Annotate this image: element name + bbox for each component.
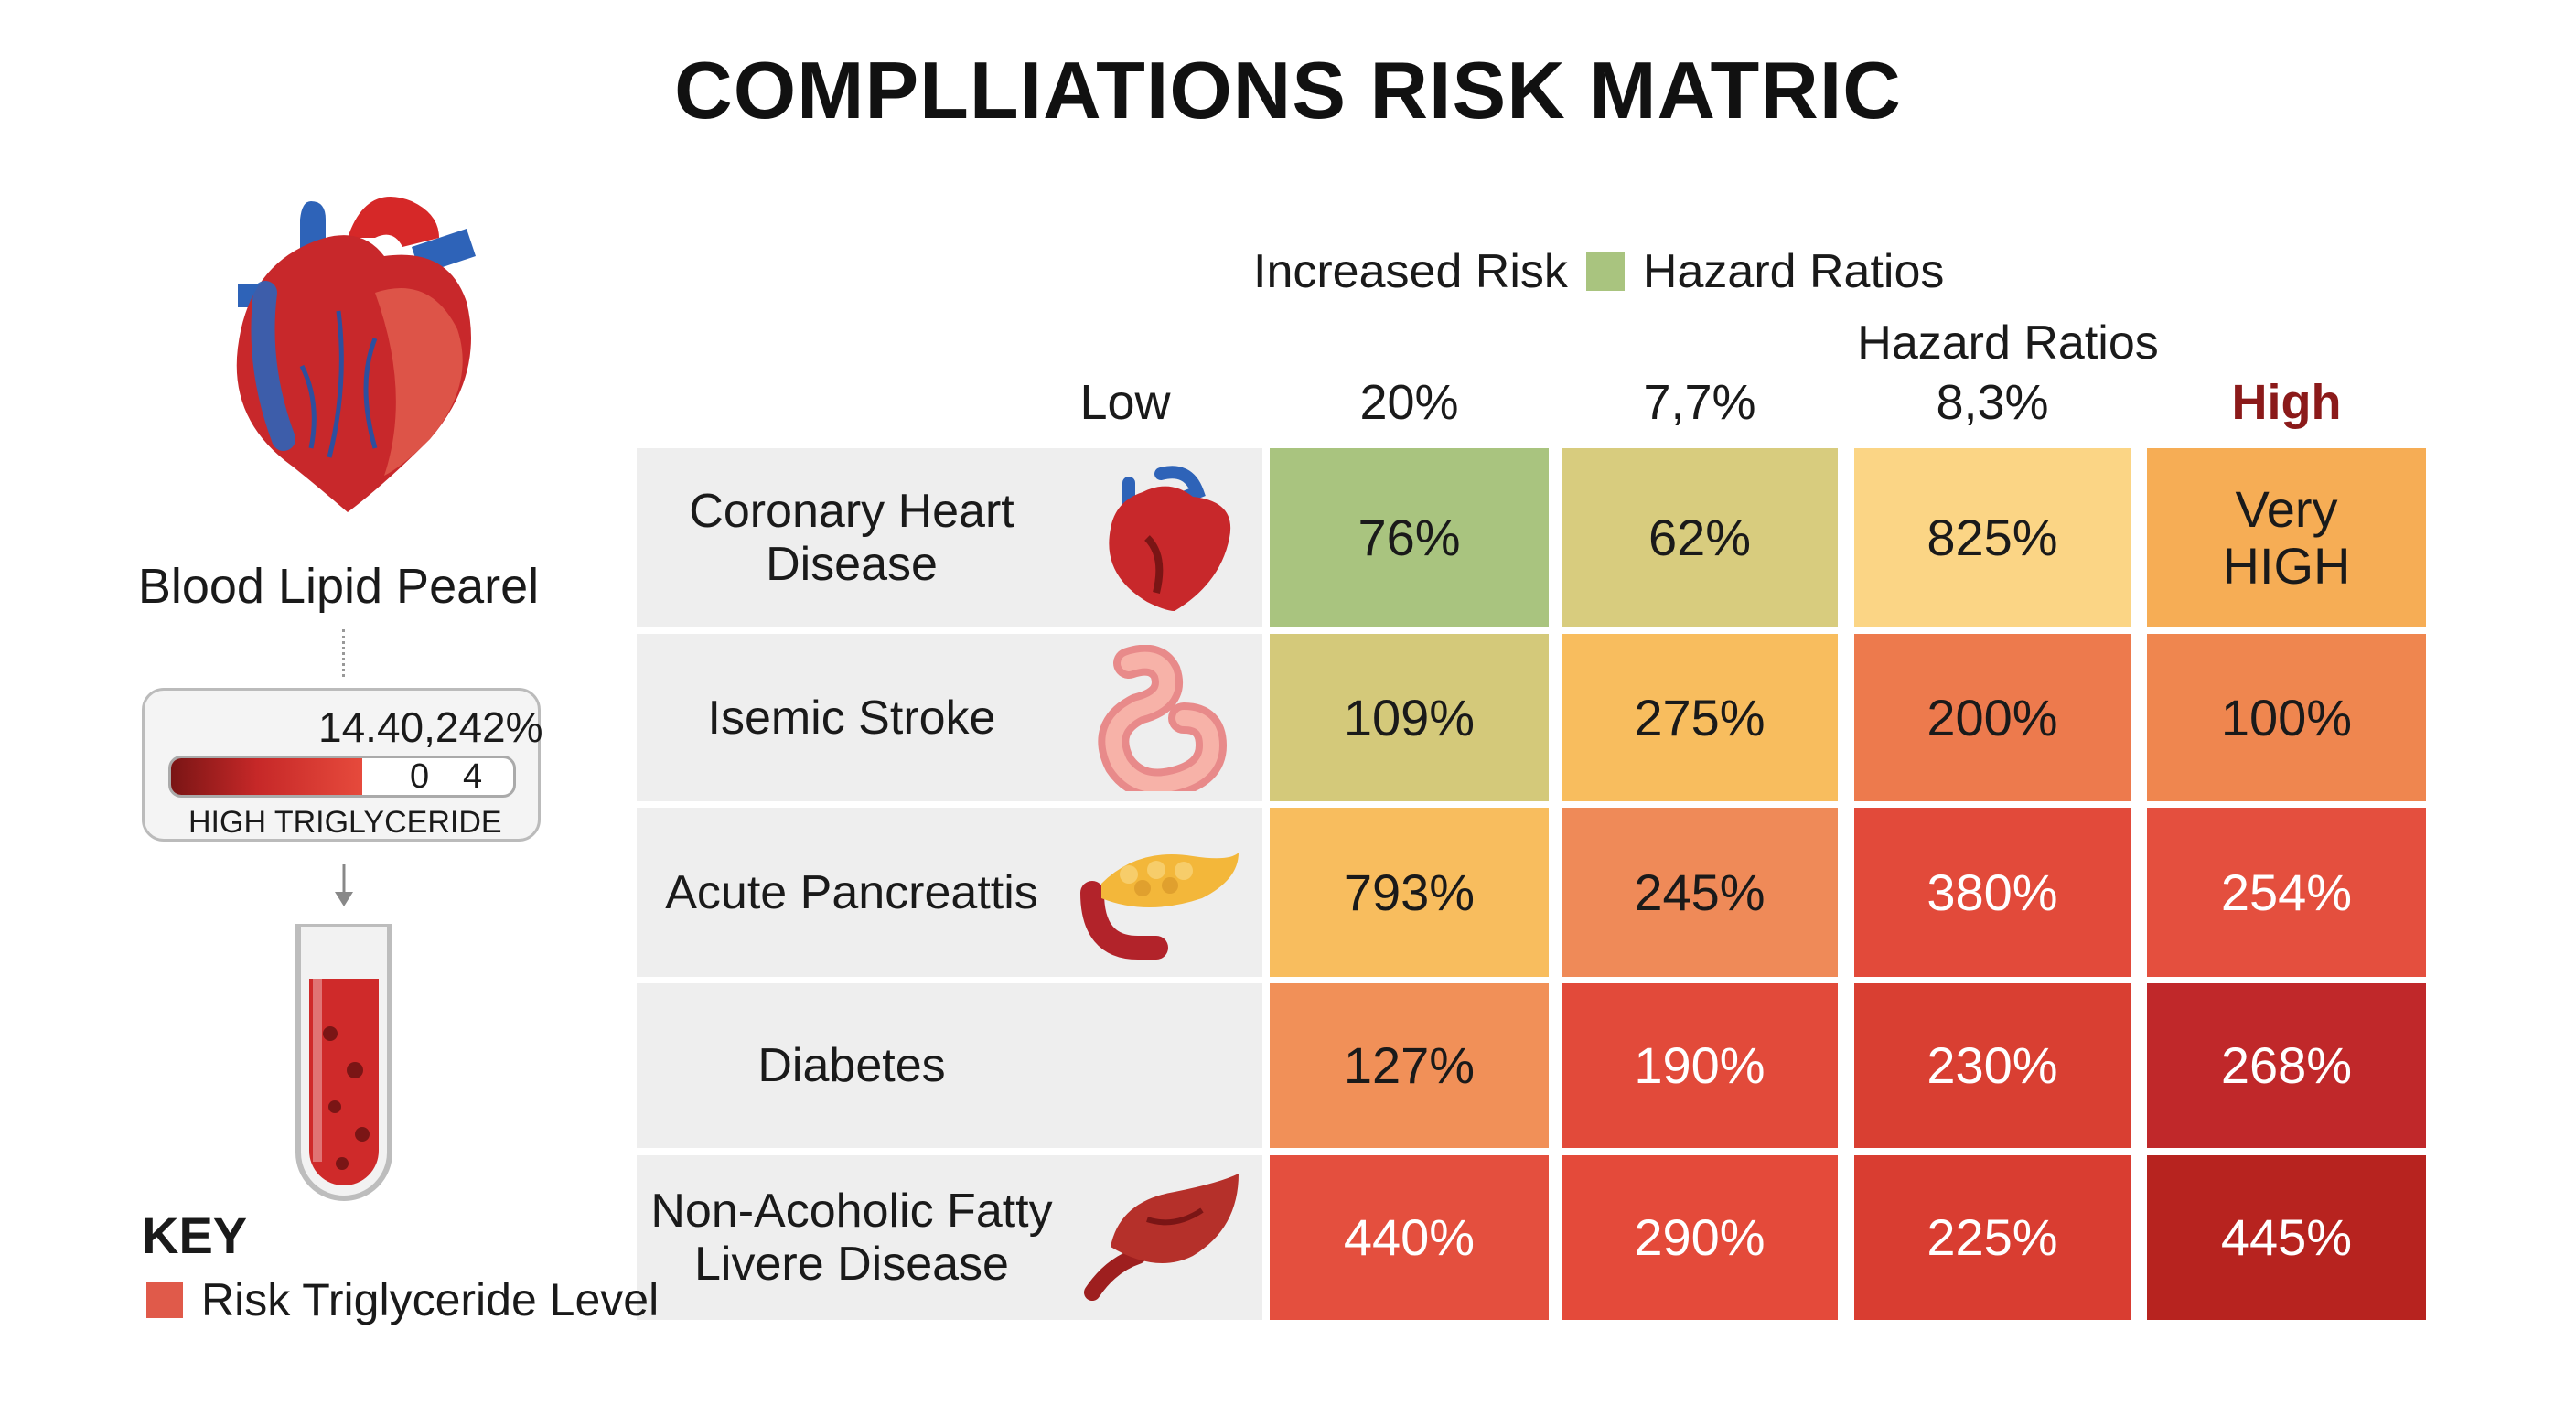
matrix-cell: 200% (1854, 634, 2131, 801)
matrix-cell: 825% (1854, 448, 2131, 627)
matrix-cell: 254% (2147, 808, 2426, 977)
matrix-cell: 380% (1854, 808, 2131, 977)
row-label: Diabetes (637, 983, 1262, 1148)
row-label-text: Acute Pancreattis (665, 865, 1038, 919)
row-label-text: Coronary Heart Disease (689, 484, 1014, 591)
triglyceride-bar-max: 4 (463, 757, 483, 796)
matrix-cell: 440% (1270, 1155, 1549, 1320)
key-title: KEY (142, 1207, 248, 1264)
row-label: Non-Acoholic Fatty Livere Disease (637, 1155, 1262, 1320)
triglyceride-bar-min: 0 (410, 757, 430, 796)
hazard-group-label: Hazard Ratios (1857, 316, 2159, 370)
matrix-cell: 268% (2147, 983, 2426, 1148)
column-header: High (2231, 375, 2342, 430)
column-header: Low (1079, 375, 1171, 430)
matrix-cell: 793% (1270, 808, 1549, 977)
blood-tube-icon (295, 924, 392, 1201)
connector-line (342, 629, 347, 677)
key-entry: Risk Triglyceride Level (146, 1273, 659, 1326)
matrix-cell: 275% (1562, 634, 1838, 801)
triglyceride-bar-fill (171, 758, 363, 795)
heart-icon (236, 197, 476, 512)
column-header: 8,3% (1936, 375, 2049, 430)
column-header: 7,7% (1643, 375, 1756, 430)
triglyceride-value: 14.40,242% (318, 703, 543, 751)
matrix-cell: 76% (1270, 448, 1549, 627)
row-label-text: Non-Acoholic Fatty Livere Disease (650, 1185, 1053, 1291)
matrix-cell: 225% (1854, 1155, 2131, 1320)
panel-title: Blood Lipid Pearel (137, 559, 540, 614)
triglyceride-caption: HIGH TRIGLYCERIDE (188, 805, 502, 840)
row-label-text: Isemic Stroke (707, 691, 996, 745)
row-label: Isemic Stroke (637, 634, 1262, 801)
row-label-text: Diabetes (757, 1039, 946, 1092)
chart-title: COMPLLIATIONS RISK MATRIC (674, 45, 1902, 135)
key-swatch (146, 1282, 183, 1318)
stomach-icon (1074, 644, 1248, 799)
matrix-cell: 62% (1562, 448, 1838, 627)
legend-label-left: Increased Risk (1253, 245, 1568, 298)
arrow-down-icon (335, 864, 353, 906)
matrix-cell: 109% (1270, 634, 1549, 801)
liver-icon (1074, 1164, 1248, 1311)
matrix-cell: 100% (2147, 634, 2426, 801)
matrix-cell: 230% (1854, 983, 2131, 1148)
heart-icon (1074, 465, 1248, 611)
row-label: Coronary Heart Disease (637, 448, 1262, 627)
matrix-cell: Very HIGH (2147, 448, 2426, 627)
matrix-cell: 290% (1562, 1155, 1838, 1320)
legend-label-right: Hazard Ratios (1642, 245, 1945, 298)
column-header: 20% (1359, 375, 1459, 430)
legend: Increased Risk Hazard Ratios (1253, 240, 1944, 304)
matrix-cell: 127% (1270, 983, 1549, 1148)
legend-swatch (1585, 252, 1625, 291)
triglyceride-bar (168, 756, 516, 798)
key-label: Risk Triglyceride Level (201, 1274, 660, 1325)
matrix-cell: 190% (1562, 983, 1838, 1148)
matrix-cell: 245% (1562, 808, 1838, 977)
pancreas-icon (1074, 820, 1248, 966)
matrix-cell: 445% (2147, 1155, 2426, 1320)
row-label: Acute Pancreattis (637, 808, 1262, 977)
